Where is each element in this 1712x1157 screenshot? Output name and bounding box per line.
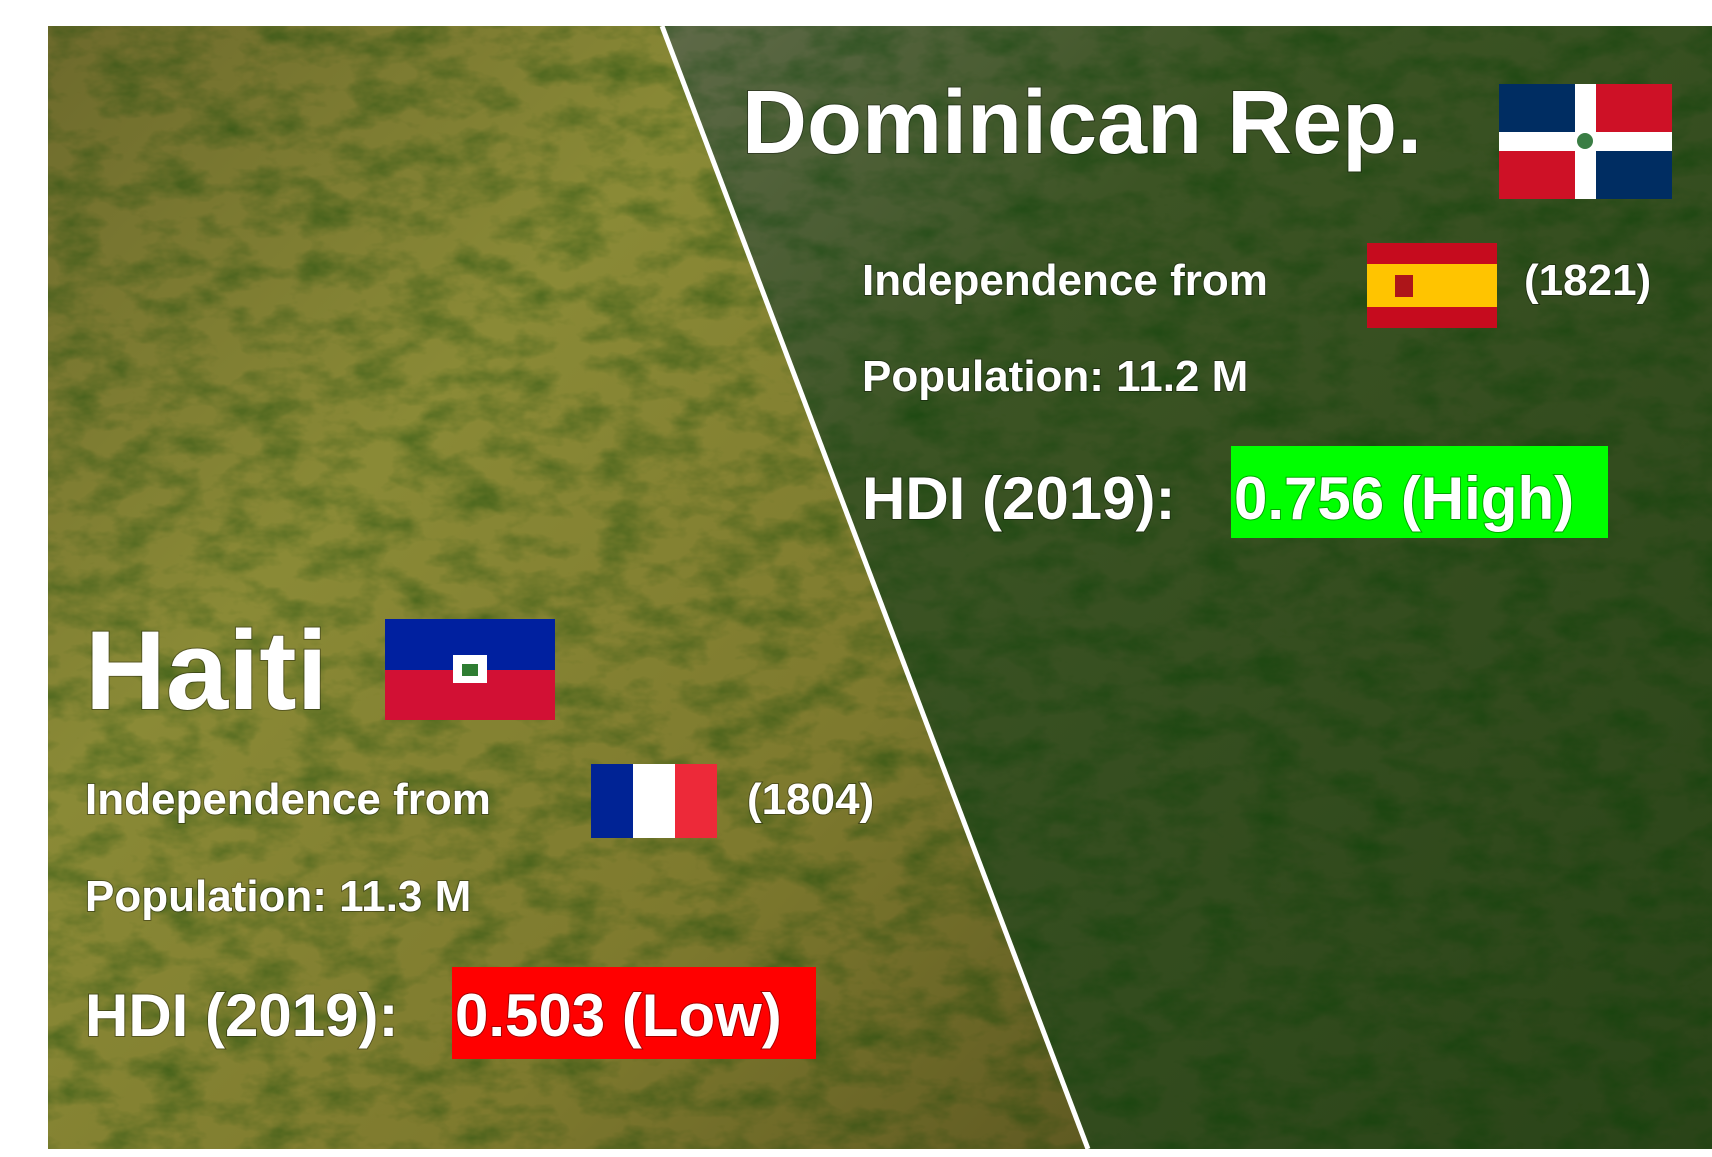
hdi-highlight (452, 967, 816, 1059)
population: Population: 11.3 M (85, 872, 471, 921)
independence-year: (1804) (747, 775, 874, 824)
photo (48, 25, 1712, 1150)
hdi-value: 0.756 (High) (1234, 465, 1574, 532)
independence-year: (1821) (1524, 256, 1651, 305)
france-flag (591, 764, 717, 838)
spain-flag (1367, 243, 1497, 328)
dr-flag (1499, 84, 1672, 199)
texture (48, 26, 1712, 1149)
population: Population: 11.2 M (862, 352, 1248, 401)
independence-label: Independence from (862, 256, 1268, 305)
hdi-label: HDI (2019): (862, 465, 1175, 532)
hdi-highlight (1231, 446, 1608, 538)
country-name: Dominican Rep. (742, 73, 1422, 173)
hdi-value: 0.503 (Low) (455, 982, 782, 1049)
country-name: Haiti (85, 608, 328, 733)
independence-label: Independence from (85, 775, 491, 824)
hdi-label: HDI (2019): (85, 982, 398, 1049)
haiti-flag (385, 619, 555, 720)
border-line (659, 25, 1091, 1150)
